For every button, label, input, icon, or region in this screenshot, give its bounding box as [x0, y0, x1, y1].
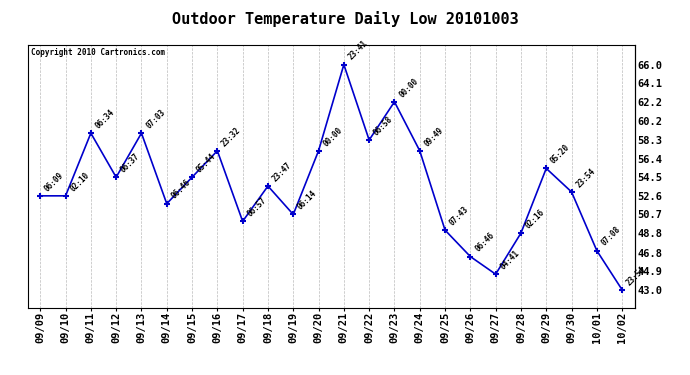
- Text: Outdoor Temperature Daily Low 20101003: Outdoor Temperature Daily Low 20101003: [172, 11, 518, 27]
- Text: 23:47: 23:47: [270, 160, 293, 183]
- Text: 06:46: 06:46: [170, 178, 193, 201]
- Text: 06:37: 06:37: [119, 152, 141, 174]
- Text: 05:44: 05:44: [195, 152, 217, 174]
- Text: 06:58: 06:58: [372, 114, 395, 137]
- Text: 23:32: 23:32: [220, 125, 243, 148]
- Text: 07:43: 07:43: [448, 205, 471, 227]
- Text: 05:20: 05:20: [549, 143, 572, 166]
- Text: 04:41: 04:41: [498, 249, 521, 272]
- Text: 23:41: 23:41: [346, 39, 369, 62]
- Text: 06:57: 06:57: [246, 196, 268, 219]
- Text: 06:46: 06:46: [473, 231, 496, 254]
- Text: 06:34: 06:34: [94, 108, 117, 130]
- Text: Copyright 2010 Cartronics.com: Copyright 2010 Cartronics.com: [30, 48, 165, 57]
- Text: 02:10: 02:10: [68, 170, 91, 193]
- Text: 06:09: 06:09: [43, 170, 66, 193]
- Text: 23:54: 23:54: [574, 166, 597, 189]
- Text: 00:00: 00:00: [322, 125, 344, 148]
- Text: 07:08: 07:08: [600, 225, 622, 248]
- Text: 00:00: 00:00: [397, 76, 420, 99]
- Text: 09:49: 09:49: [422, 125, 445, 148]
- Text: 06:14: 06:14: [296, 189, 319, 211]
- Text: 02:16: 02:16: [524, 208, 546, 230]
- Text: 07:03: 07:03: [144, 108, 167, 130]
- Text: 23:54: 23:54: [625, 264, 648, 287]
